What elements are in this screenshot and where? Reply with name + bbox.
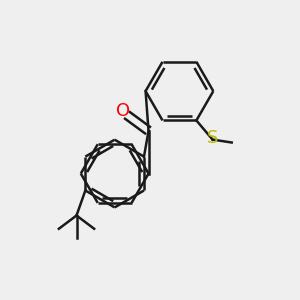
Text: O: O [116, 102, 130, 120]
Text: S: S [207, 129, 218, 147]
